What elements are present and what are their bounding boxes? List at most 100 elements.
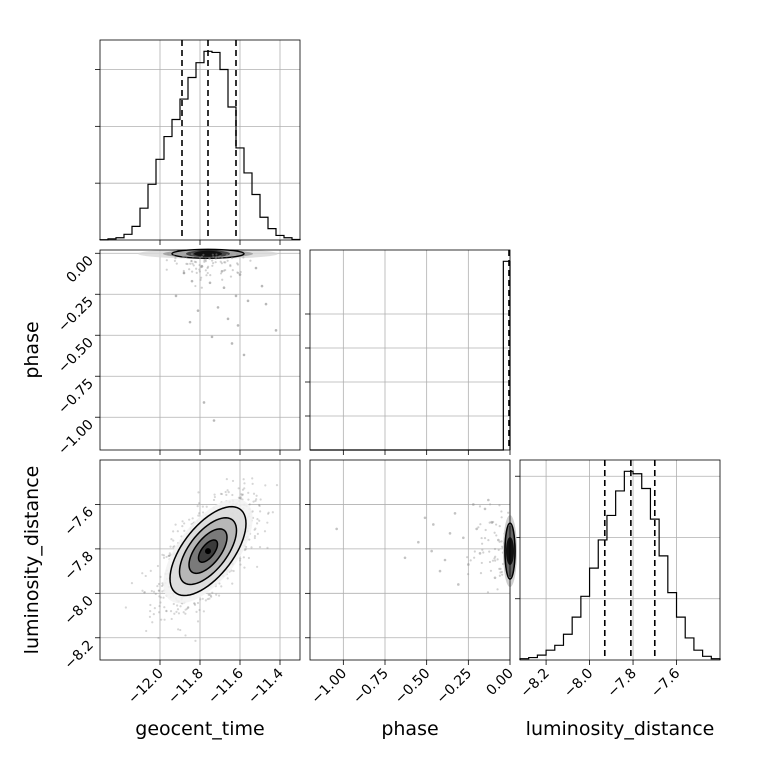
scatter-point bbox=[491, 559, 495, 562]
scatter-point bbox=[217, 255, 220, 259]
scatter-point bbox=[216, 306, 220, 309]
scatter-point bbox=[488, 503, 492, 506]
scatter-point bbox=[161, 590, 164, 593]
scatter-point bbox=[198, 268, 201, 271]
scatter-point bbox=[231, 582, 234, 585]
scatter-point bbox=[226, 489, 229, 492]
scatter-point bbox=[217, 594, 221, 597]
scatter-point bbox=[430, 549, 433, 553]
scatter-point bbox=[183, 522, 186, 525]
scatter-point bbox=[223, 261, 226, 264]
scatter-point bbox=[196, 620, 200, 623]
scatter-point bbox=[256, 518, 259, 521]
scatter-point bbox=[182, 611, 185, 614]
scatter-point bbox=[124, 606, 127, 609]
scatter-point bbox=[208, 257, 211, 260]
scatter-point bbox=[184, 608, 187, 611]
scatter-point bbox=[202, 610, 205, 613]
scatter-point bbox=[160, 584, 164, 588]
scatter-point bbox=[206, 266, 209, 270]
scatter-point bbox=[489, 569, 493, 572]
scatter-point bbox=[259, 510, 262, 513]
scatter-point bbox=[187, 606, 190, 609]
scatter-point bbox=[493, 576, 497, 580]
scatter-point bbox=[206, 597, 209, 601]
scatter-point bbox=[483, 537, 487, 540]
scatter-point bbox=[260, 284, 264, 288]
scatter-point bbox=[248, 503, 251, 506]
scatter-point bbox=[256, 565, 259, 568]
scatter-point bbox=[203, 260, 206, 263]
scatter-point bbox=[194, 261, 198, 264]
scatter-point bbox=[143, 591, 146, 594]
scatter-point bbox=[194, 284, 197, 288]
density-contour bbox=[171, 248, 245, 259]
scatter-point bbox=[486, 591, 490, 594]
scatter-point bbox=[498, 504, 501, 507]
scatter-point bbox=[224, 261, 227, 264]
scatter-point bbox=[193, 260, 196, 263]
scatter-point bbox=[492, 520, 495, 524]
scatter-point bbox=[241, 488, 245, 491]
scatter-point bbox=[185, 262, 188, 265]
scatter-point bbox=[239, 270, 242, 274]
scatter-point bbox=[151, 621, 154, 624]
geocent-time-histogram bbox=[99, 50, 301, 241]
scatter-point bbox=[169, 545, 172, 548]
scatter-point bbox=[204, 599, 207, 602]
scatter-point bbox=[210, 335, 214, 339]
scatter-point bbox=[236, 263, 240, 266]
scatter-point bbox=[477, 526, 480, 529]
scatter-point bbox=[159, 575, 162, 579]
scatter-point bbox=[264, 484, 267, 487]
scatter-point bbox=[224, 490, 227, 494]
scatter-point bbox=[207, 593, 210, 596]
scatter-point bbox=[157, 582, 161, 586]
scatter-point bbox=[221, 278, 224, 281]
scatter-point bbox=[231, 479, 235, 483]
scatter-point bbox=[493, 547, 497, 551]
scatter-point bbox=[448, 532, 452, 535]
panel-frame bbox=[519, 459, 721, 661]
scatter-point bbox=[487, 498, 490, 502]
scatter-point bbox=[242, 556, 245, 559]
scatter-point bbox=[253, 536, 256, 540]
scatter-point bbox=[153, 606, 156, 610]
scatter-point bbox=[496, 558, 499, 561]
scatter-point bbox=[182, 272, 186, 275]
scatter-point bbox=[240, 494, 244, 497]
scatter-point bbox=[215, 593, 218, 596]
scatter-point bbox=[239, 563, 242, 566]
scatter-point bbox=[494, 555, 497, 558]
scatter-point bbox=[175, 610, 178, 614]
scatter-point bbox=[243, 482, 246, 485]
scatter-point bbox=[267, 512, 270, 515]
scatter-point bbox=[198, 256, 202, 259]
scatter-point bbox=[212, 498, 216, 502]
scatter-point bbox=[174, 294, 178, 298]
panel-geocent-time-histogram bbox=[95, 39, 301, 245]
scatter-point bbox=[236, 271, 239, 274]
scatter-point bbox=[197, 491, 200, 494]
scatter-point bbox=[148, 615, 152, 618]
scatter-point bbox=[172, 539, 175, 542]
panel-frame bbox=[99, 39, 301, 241]
scatter-point bbox=[203, 258, 206, 262]
scatter-point bbox=[173, 612, 176, 615]
scatter-point bbox=[172, 254, 175, 257]
scatter-point bbox=[199, 598, 202, 601]
scatter-point bbox=[252, 492, 256, 495]
scatter-point bbox=[254, 499, 257, 502]
scatter-point bbox=[493, 531, 496, 534]
scatter-point bbox=[211, 591, 214, 594]
scatter-point bbox=[249, 259, 252, 262]
density-contour bbox=[169, 505, 247, 597]
scatter-point bbox=[201, 505, 204, 508]
scatter-point bbox=[253, 534, 257, 538]
scatter-point bbox=[208, 597, 211, 600]
scatter-point bbox=[186, 262, 189, 266]
scatter-point bbox=[481, 548, 484, 551]
scatter-point bbox=[499, 567, 502, 570]
scatter-point bbox=[236, 262, 239, 265]
